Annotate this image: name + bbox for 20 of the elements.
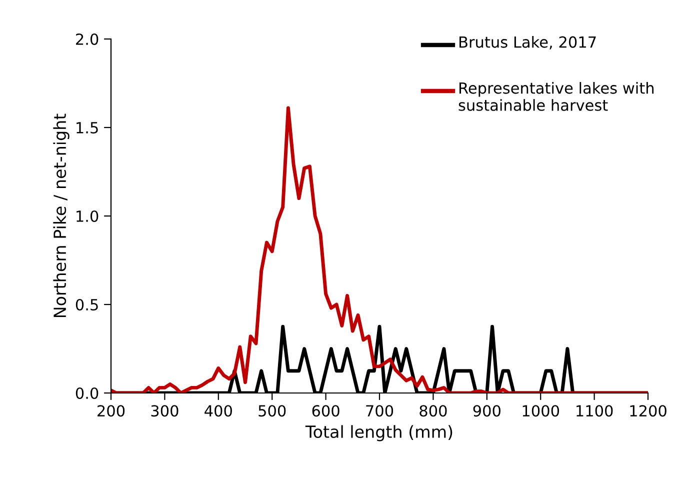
x-tick-label: 800 <box>420 405 447 417</box>
y-tick-label: 0.5 <box>76 298 98 311</box>
x-tick-label: 900 <box>473 405 500 417</box>
y-tick-label: 1.5 <box>76 122 98 134</box>
x-tick-label: 1200 <box>630 405 666 417</box>
x-tick-label: 200 <box>98 405 125 417</box>
x-tick-label: 400 <box>204 405 232 417</box>
x-tick-label: 1100 <box>576 405 613 417</box>
x-tick-label: 300 <box>151 405 178 417</box>
y-tick-label: 0.0 <box>76 387 98 400</box>
x-tick-label: 700 <box>366 405 394 417</box>
y-tick-label: 2.0 <box>76 33 98 46</box>
x-tick-label: 600 <box>312 405 340 417</box>
x-tick-label: 500 <box>258 405 286 417</box>
y-axis-title: Northern Pike / net-night <box>53 114 70 318</box>
legend-label: Brutus Lake, 2017 <box>460 36 596 50</box>
x-axis-title: Total length (mm) <box>305 425 452 442</box>
y-tick-label: 1.0 <box>76 210 98 222</box>
legend-label: Representative lakes with sustainable harvest <box>458 82 654 111</box>
x-tick-label: 1000 <box>522 405 560 417</box>
